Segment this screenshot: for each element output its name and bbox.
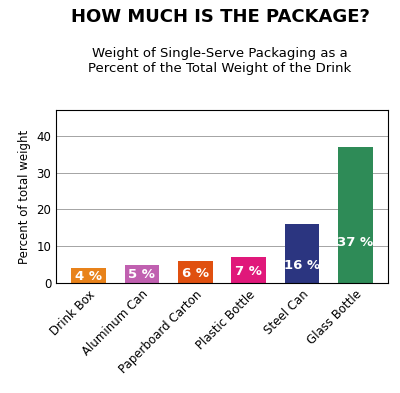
Text: HOW MUCH IS THE PACKAGE?: HOW MUCH IS THE PACKAGE?	[70, 8, 370, 26]
Text: 16 %: 16 %	[284, 259, 320, 272]
Y-axis label: Percent of total weight: Percent of total weight	[18, 129, 31, 264]
Text: 7 %: 7 %	[235, 265, 262, 278]
Bar	[285, 224, 320, 283]
Text: Weight of Single-Serve Packaging as a
Percent of the Total Weight of the Drink: Weight of Single-Serve Packaging as a Pe…	[88, 47, 352, 75]
Text: 37 %: 37 %	[338, 236, 374, 249]
Bar	[71, 268, 106, 283]
Bar	[178, 261, 213, 283]
Text: 4 %: 4 %	[75, 270, 102, 283]
Text: 6 %: 6 %	[182, 266, 209, 279]
Bar	[338, 147, 373, 283]
Text: 5 %: 5 %	[128, 268, 155, 281]
Bar	[231, 257, 266, 283]
Bar	[124, 264, 159, 283]
